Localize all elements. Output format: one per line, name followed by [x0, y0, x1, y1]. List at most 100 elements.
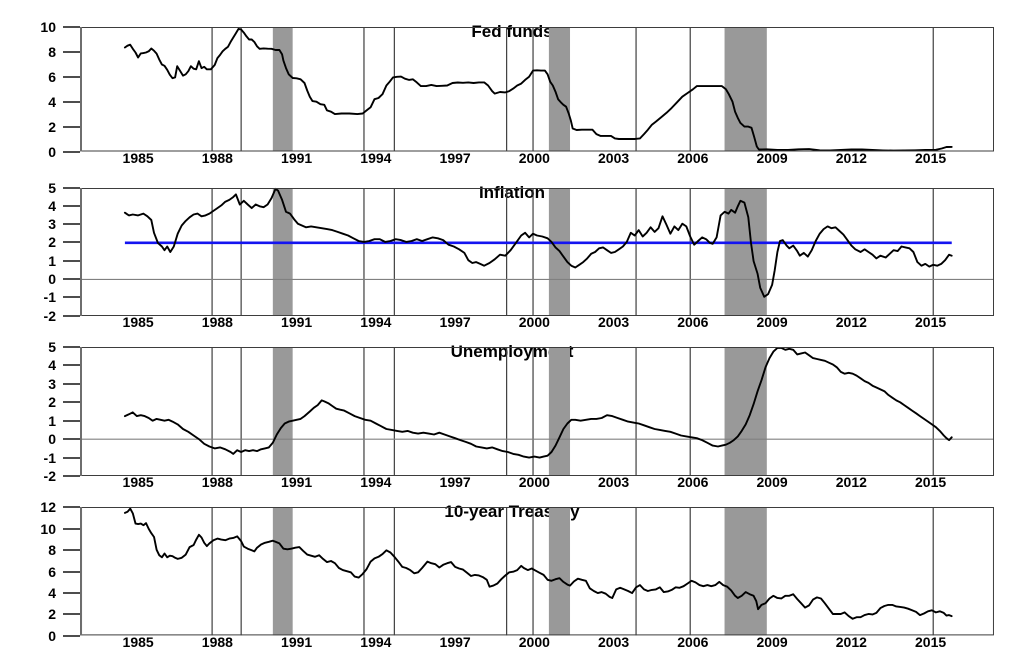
- x-tick-label: 1997: [439, 313, 471, 330]
- recession-band: [724, 27, 767, 152]
- y-tick: [63, 26, 80, 28]
- x-tick-label: 2003: [598, 313, 630, 330]
- recession-band: [272, 27, 293, 152]
- panel-title-treasury: 10-year Treasury: [444, 502, 580, 522]
- y-tick: [63, 223, 80, 226]
- y-tick-label: 12: [40, 499, 56, 516]
- y-tick-label: 4: [48, 584, 56, 601]
- y-tick: [63, 438, 80, 441]
- y-tick-label: -2: [43, 468, 56, 484]
- x-tick-label: 2009: [756, 149, 788, 166]
- y-tick-label: 0: [48, 431, 56, 448]
- x-tick-label: 1994: [360, 633, 392, 650]
- x-tick-label: 1997: [439, 633, 471, 650]
- y-tick-label: 4: [48, 197, 56, 214]
- y-tick-label: 10: [40, 520, 56, 537]
- y-tick-label: 0: [48, 143, 56, 160]
- x-tick-label: 1988: [201, 633, 233, 650]
- y-tick-label: 2: [48, 394, 56, 411]
- recession-band: [548, 507, 571, 636]
- x-tick-label: 1985: [122, 313, 154, 330]
- y-tick: [63, 277, 80, 280]
- x-tick-label: 2009: [756, 474, 788, 490]
- x-tick-label: 2012: [835, 474, 867, 490]
- y-tick-label: 2: [48, 118, 56, 135]
- x-tick-label: 2012: [835, 149, 867, 166]
- x-tick-label: 1994: [360, 149, 392, 166]
- plot-area: [80, 27, 994, 152]
- plot-area: [80, 346, 994, 476]
- y-tick-label: 3: [48, 216, 56, 233]
- y-tick-label: -1: [43, 449, 56, 466]
- y-tick: [63, 506, 80, 509]
- x-tick-label: 2000: [518, 313, 550, 330]
- x-tick-label: 1988: [201, 149, 233, 166]
- y-tick-label: 0: [48, 270, 56, 287]
- x-tick-label: 1994: [360, 313, 392, 330]
- recession-band: [272, 187, 293, 316]
- x-tick-label: 1985: [122, 149, 154, 166]
- recession-band: [724, 347, 767, 476]
- x-tick-label: 1997: [439, 474, 471, 490]
- plot-frame: [80, 27, 994, 152]
- x-tick-label: 2003: [598, 633, 630, 650]
- x-tick-label: 2006: [677, 474, 709, 490]
- y-tick: [63, 346, 80, 348]
- y-tick: [63, 100, 80, 103]
- x-tick-label: 2006: [677, 149, 709, 166]
- y-tick-label: 5: [48, 179, 56, 196]
- panel-title-fed-funds: Fed funds: [471, 22, 553, 42]
- y-tick: [63, 364, 80, 367]
- recession-band: [272, 347, 293, 476]
- y-tick: [63, 186, 80, 189]
- series-line: [123, 27, 953, 152]
- x-tick-label: 1991: [281, 474, 313, 490]
- y-tick: [63, 259, 80, 262]
- y-tick-label: 4: [48, 93, 56, 110]
- y-tick: [63, 125, 80, 128]
- x-tick-label: 2015: [915, 149, 947, 166]
- x-tick-label: 2003: [598, 149, 630, 166]
- plot-frame: [80, 187, 994, 316]
- x-tick-label: 2009: [756, 313, 788, 330]
- panel-title-unemployment: Unemployment: [450, 342, 574, 362]
- y-tick: [63, 50, 80, 53]
- x-tick-label: 2000: [518, 633, 550, 650]
- recession-band: [272, 507, 293, 636]
- x-tick-label: 2000: [518, 474, 550, 490]
- x-tick-label: 1988: [201, 474, 233, 490]
- y-tick-label: 6: [48, 563, 56, 580]
- y-tick: [63, 634, 80, 637]
- y-tick-label: 0: [48, 627, 56, 644]
- y-tick: [63, 527, 80, 530]
- recession-band: [548, 187, 571, 316]
- x-tick-label: 2009: [756, 633, 788, 650]
- plot-area: [80, 187, 994, 316]
- y-tick: [63, 314, 80, 317]
- x-tick-label: 2012: [835, 313, 867, 330]
- y-tick: [63, 241, 80, 244]
- y-tick: [63, 419, 80, 422]
- y-tick-label: 10: [40, 19, 56, 35]
- recession-band: [724, 507, 767, 636]
- y-tick: [63, 613, 80, 616]
- y-tick: [63, 549, 80, 552]
- y-tick: [63, 475, 80, 477]
- x-tick-label: 2006: [677, 313, 709, 330]
- recession-band: [548, 347, 571, 476]
- series-line: [123, 187, 953, 298]
- plot-area: [80, 507, 994, 636]
- y-tick: [63, 591, 80, 594]
- x-tick-label: 2012: [835, 633, 867, 650]
- y-tick-label: 1: [48, 412, 56, 429]
- x-tick-label: 1991: [281, 633, 313, 650]
- y-tick-label: 6: [48, 68, 56, 85]
- y-tick-label: 3: [48, 375, 56, 392]
- x-tick-label: 1994: [360, 474, 392, 490]
- y-tick-label: -1: [43, 289, 56, 306]
